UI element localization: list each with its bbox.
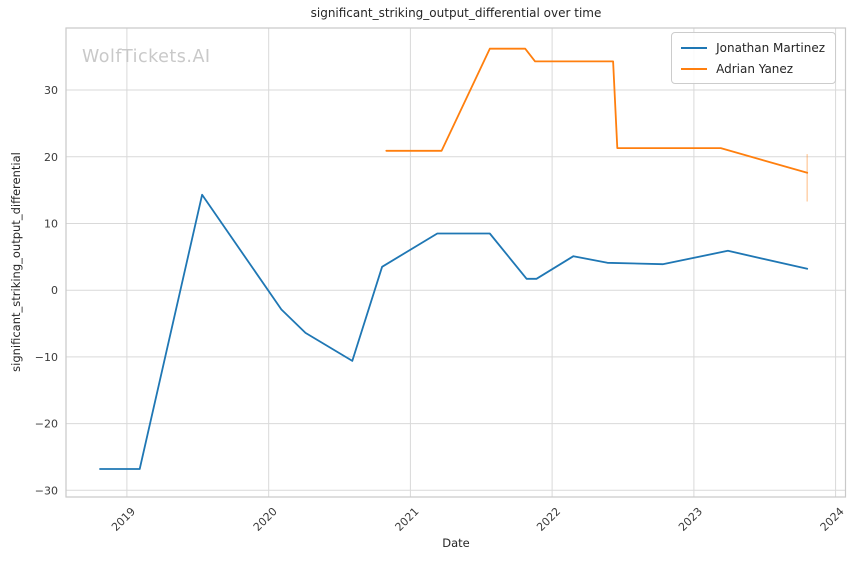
legend-item-jonathan-martinez: Jonathan Martinez <box>681 39 825 56</box>
legend-label: Jonathan Martinez <box>716 40 825 55</box>
svg-text:−20: −20 <box>35 418 58 431</box>
y-tick-labels: −30 −20 −10 0 10 20 30 <box>35 84 58 497</box>
legend-item-adrian-yanez: Adrian Yanez <box>681 60 825 77</box>
svg-text:2024: 2024 <box>818 505 847 534</box>
svg-text:20: 20 <box>44 151 58 164</box>
x-tick-labels: 2019 2020 2021 2022 2023 2024 <box>109 505 847 534</box>
legend-line-swatch-blue <box>681 46 708 49</box>
svg-text:2023: 2023 <box>676 505 705 534</box>
series-line-jonathan-martinez <box>99 193 809 470</box>
svg-text:0: 0 <box>51 284 58 297</box>
svg-text:2019: 2019 <box>109 505 138 534</box>
svg-text:−10: −10 <box>35 351 58 364</box>
chart-title: significant_striking_output_differential… <box>310 6 602 20</box>
plot-background <box>66 28 846 497</box>
svg-text:2020: 2020 <box>251 505 280 534</box>
legend: Jonathan Martinez Adrian Yanez <box>671 32 836 84</box>
svg-text:2022: 2022 <box>534 505 563 534</box>
y-axis-label: significant_striking_output_differential <box>9 152 23 372</box>
svg-text:30: 30 <box>44 84 58 97</box>
svg-text:10: 10 <box>44 218 58 231</box>
svg-text:2021: 2021 <box>393 505 422 534</box>
legend-line-swatch-orange <box>681 67 708 70</box>
x-axis-label: Date <box>442 536 470 550</box>
watermark: WolfTickets.AI <box>82 47 211 67</box>
legend-label: Adrian Yanez <box>716 61 794 76</box>
svg-text:−30: −30 <box>35 484 58 497</box>
axes-spines <box>65 27 847 498</box>
series-line-adrian-yanez <box>385 47 809 174</box>
